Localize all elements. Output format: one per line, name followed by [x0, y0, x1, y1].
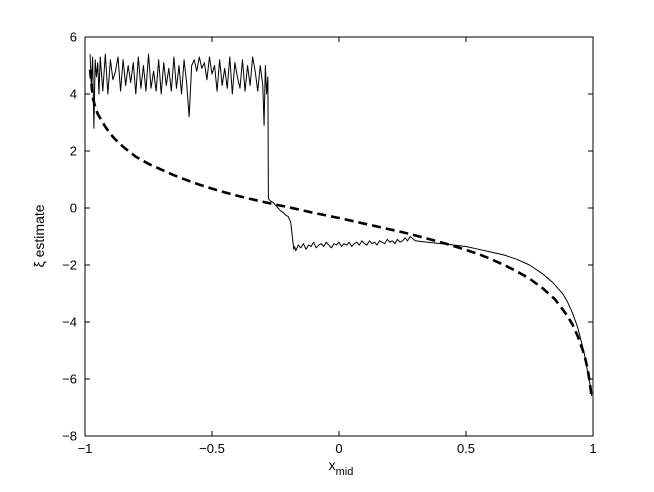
x-axis-label-subscript: mid — [336, 466, 354, 478]
y-tick-label: 0 — [70, 201, 77, 216]
x-tick-label: −1 — [78, 441, 93, 456]
y-tick-label: −8 — [62, 429, 77, 444]
x-tick-label: 1 — [589, 441, 596, 456]
series-layer — [88, 53, 594, 400]
y-axis-label: ξ estimate — [31, 204, 47, 267]
x-tick-label: −0.5 — [199, 441, 225, 456]
y-tick-label: −2 — [62, 258, 77, 273]
tick-layer: −1 −0.5 0 0.5 1 −8 −6 −4 −2 0 2 4 6 — [62, 30, 596, 457]
y-tick-label: 6 — [70, 30, 77, 45]
series-line-dashed — [88, 69, 594, 400]
plot-area — [85, 37, 593, 436]
x-axis-label: xmid — [329, 457, 354, 478]
y-tick-label: −6 — [62, 372, 77, 387]
y-tick-label: 2 — [70, 144, 77, 159]
y-tick-label: −4 — [62, 315, 77, 330]
y-tick-label: 4 — [70, 87, 77, 102]
series-line-solid — [89, 53, 593, 397]
x-tick-label: 0 — [335, 441, 342, 456]
x-axis-label-main: x — [329, 457, 336, 473]
x-tick-label: 0.5 — [457, 441, 475, 456]
